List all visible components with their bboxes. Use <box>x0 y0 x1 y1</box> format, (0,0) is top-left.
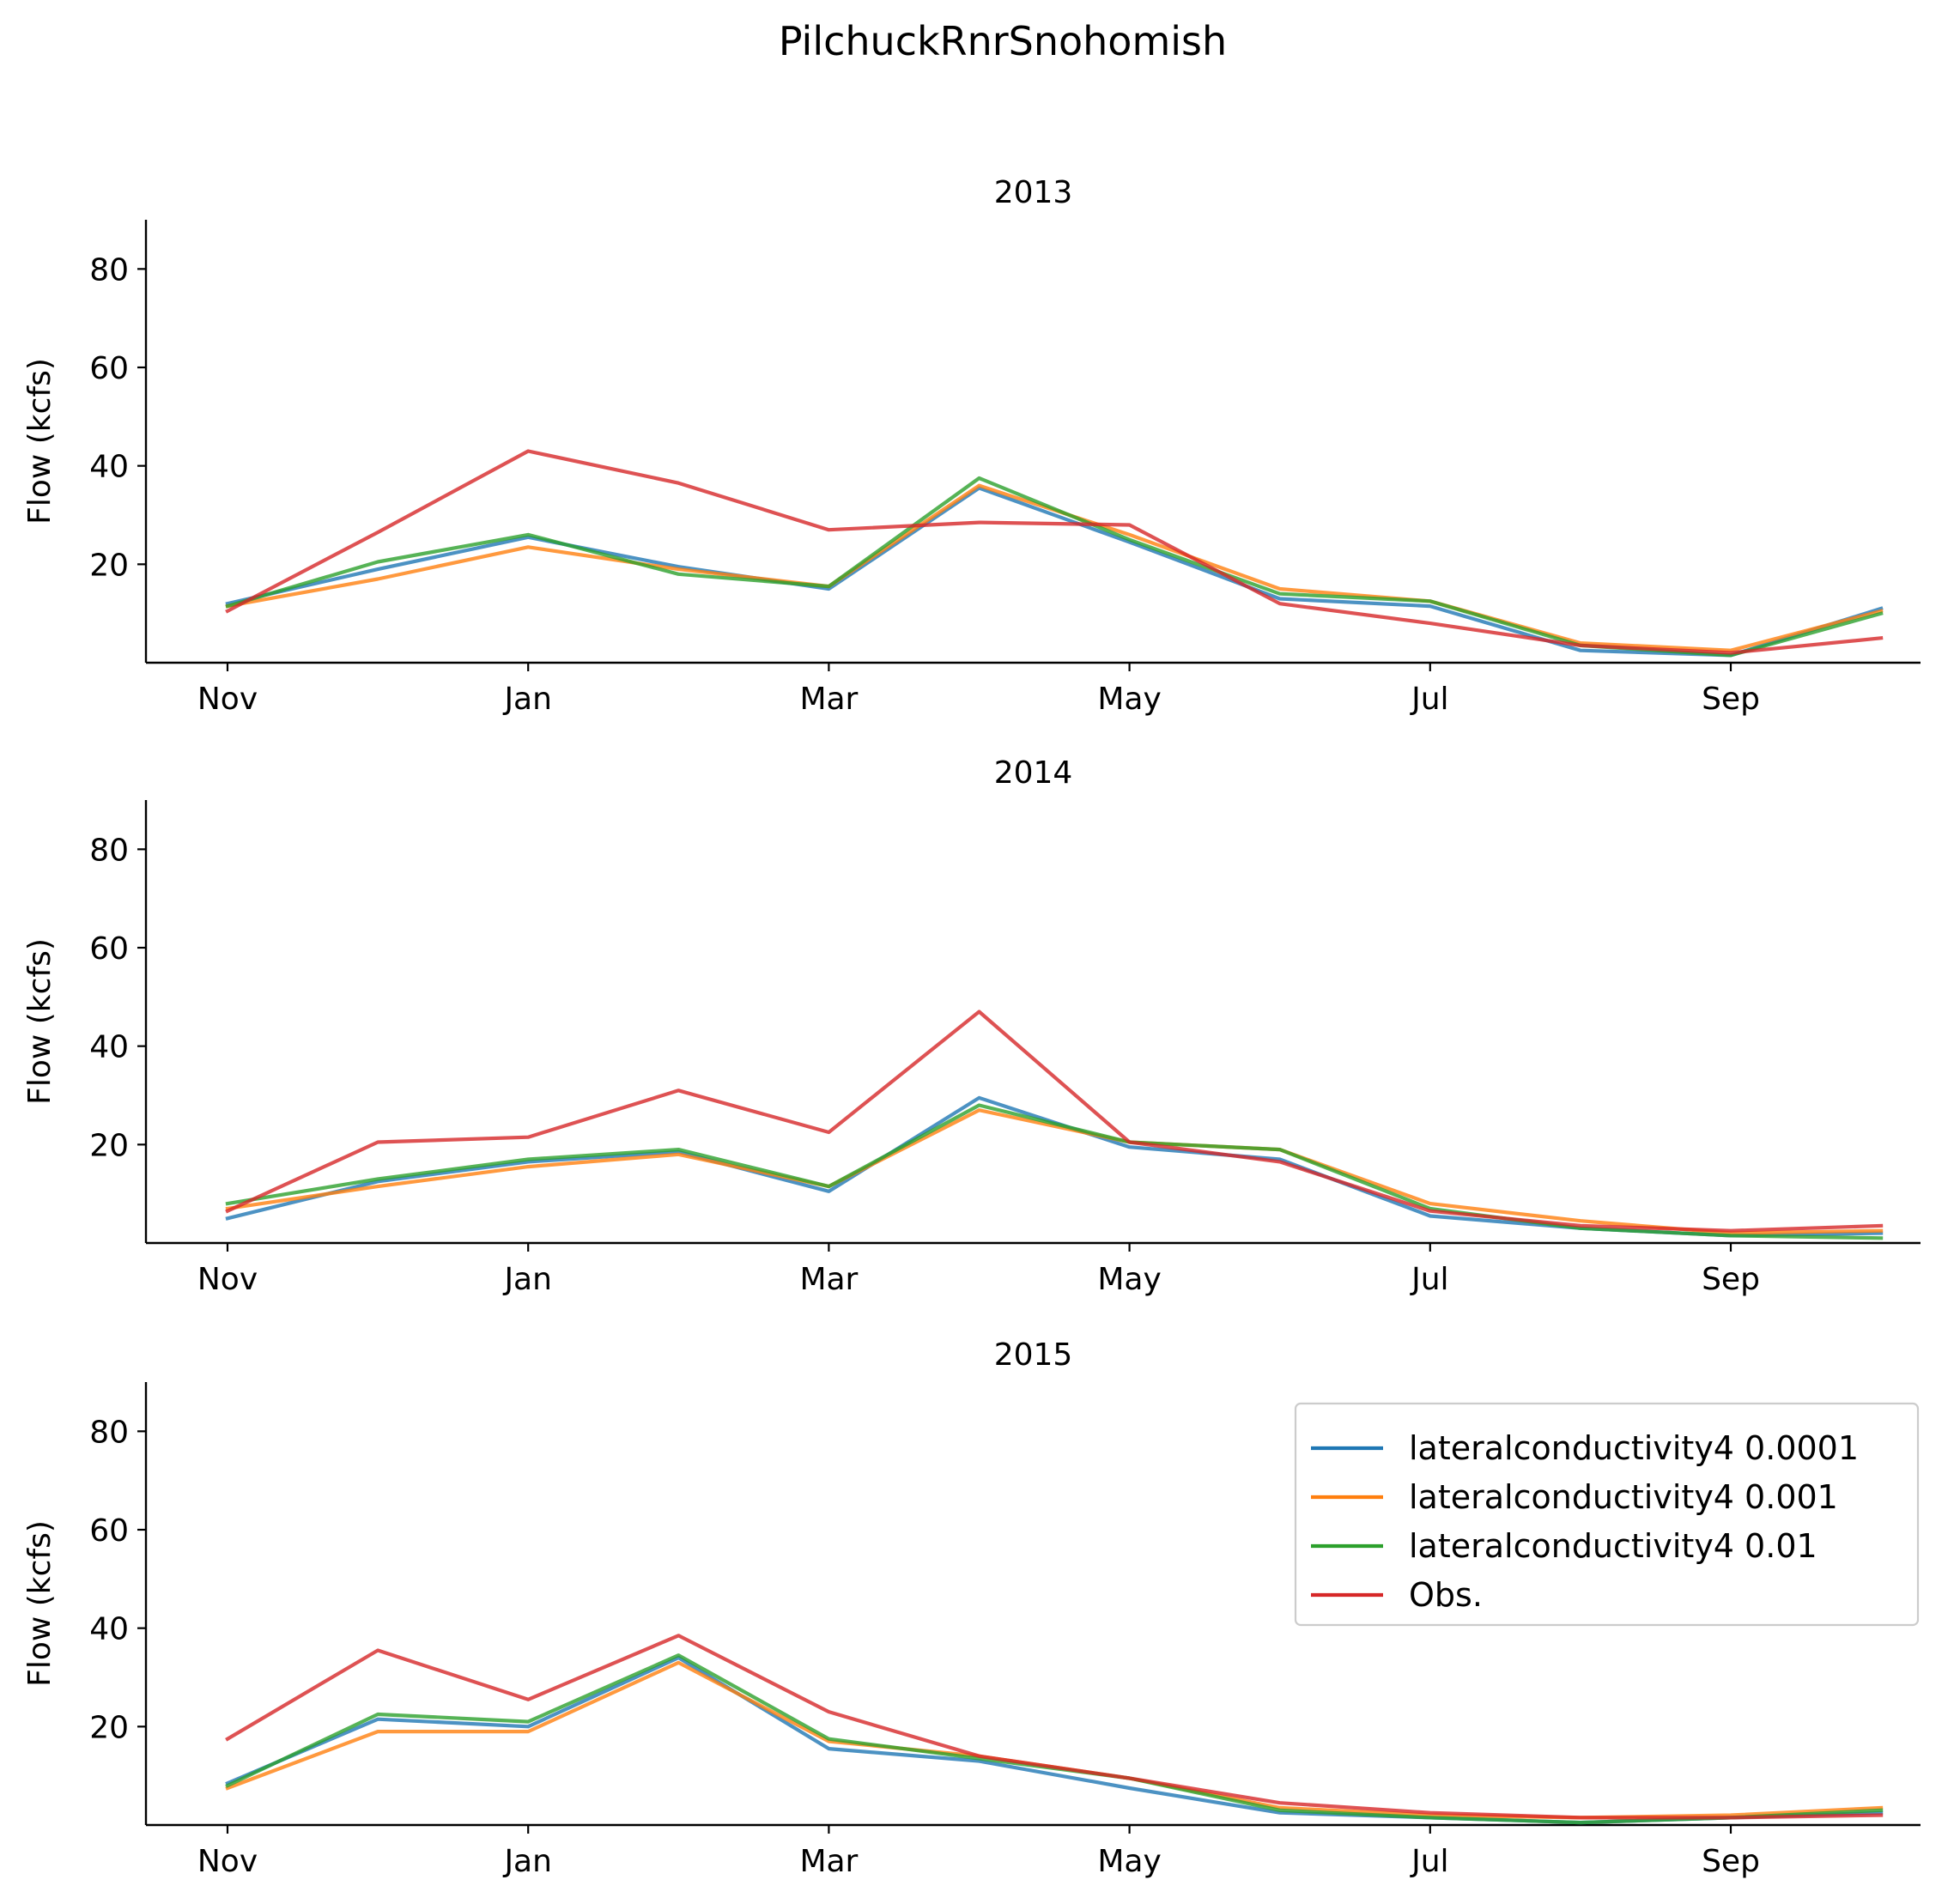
x-tick-label: Mar <box>799 1262 858 1297</box>
subplot-2014: 2014 Flow (kcfs) 20 40 60 80 Nov Jan Mar May Jul Se… <box>22 755 1921 1297</box>
series-line <box>225 1634 1884 1820</box>
series-line <box>225 1010 1884 1233</box>
subplot-2013: 2013 Flow (kcfs) 20 40 60 80 Nov Jan Mar May Jul Se… <box>22 175 1921 717</box>
y-tick-label: 80 <box>89 252 129 288</box>
y-axis-label: Flow (kcfs) <box>22 938 58 1105</box>
y-tick-label: 40 <box>89 1030 129 1065</box>
x-tick-label: Jan <box>502 682 552 717</box>
x-tick-label: Mar <box>799 1844 858 1879</box>
x-tick-label: Nov <box>197 1262 258 1297</box>
y-tick-label: 80 <box>89 1415 129 1450</box>
subplot-title: 2015 <box>994 1337 1073 1373</box>
legend: lateralconductivity4 0.0001 lateralconduc… <box>1294 1402 1920 1627</box>
y-tick-label: 40 <box>89 450 129 485</box>
series-line <box>225 449 1884 655</box>
y-tick-label: 20 <box>89 548 129 583</box>
x-tick-label: Sep <box>1702 682 1760 717</box>
legend-entry: Obs. <box>1409 1576 1483 1614</box>
y-tick-label: 40 <box>89 1612 129 1647</box>
legend-entry: lateralconductivity4 0.01 <box>1409 1527 1817 1565</box>
subplot-2015: 2015 Flow (kcfs) 20 40 60 80 Nov Jan Mar May Jul Se… <box>22 1337 1921 1879</box>
y-axis-label: Flow (kcfs) <box>22 358 58 525</box>
y-tick-label: 80 <box>89 833 129 868</box>
x-tick-label: Jul <box>1410 1262 1448 1297</box>
y-tick-label: 20 <box>89 1710 129 1745</box>
x-tick-label: Jul <box>1410 682 1448 717</box>
x-tick-label: Mar <box>799 682 858 717</box>
y-tick-label: 60 <box>89 931 129 967</box>
x-tick-label: Nov <box>197 682 258 717</box>
x-tick-label: May <box>1097 1262 1161 1297</box>
series-line <box>225 1103 1884 1240</box>
chart-title: PilchuckRnrSnohomish <box>779 18 1227 64</box>
y-tick-label: 20 <box>89 1128 129 1163</box>
subplot-title: 2013 <box>994 175 1073 210</box>
series-line <box>225 1108 1884 1235</box>
panels: 2013 Flow (kcfs) 20 40 60 80 Nov Jan Mar May Jul Se… <box>22 175 1921 1879</box>
legend-entry: lateralconductivity4 0.0001 <box>1409 1429 1859 1467</box>
y-tick-label: 60 <box>89 1513 129 1549</box>
x-tick-label: Jul <box>1410 1844 1448 1879</box>
x-tick-label: May <box>1097 682 1161 717</box>
x-tick-label: Nov <box>197 1844 258 1879</box>
legend-frame <box>1294 1402 1920 1627</box>
y-axis-label: Flow (kcfs) <box>22 1520 58 1687</box>
x-tick-label: Sep <box>1702 1262 1760 1297</box>
series-line <box>225 486 1884 658</box>
legend-entry: lateralconductivity4 0.001 <box>1409 1478 1838 1516</box>
x-tick-label: Sep <box>1702 1844 1760 1879</box>
x-tick-label: Jan <box>502 1844 552 1879</box>
y-tick-label: 60 <box>89 351 129 386</box>
x-tick-label: Jan <box>502 1262 552 1297</box>
x-tick-label: May <box>1097 1844 1161 1879</box>
subplot-title: 2014 <box>994 755 1073 791</box>
